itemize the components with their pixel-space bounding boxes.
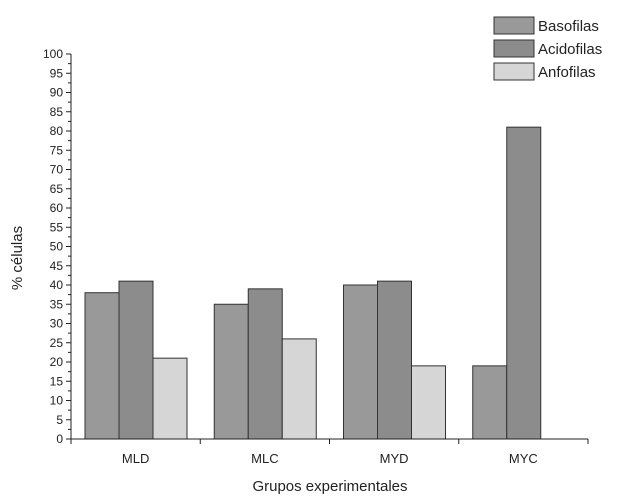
- legend: Basofilas Acidofilas Anfofilas: [493, 16, 602, 81]
- bars-group: [84, 126, 542, 440]
- y-axis: 0 5 10 15 20 25 30 35 40 45 50 55 60 65 70 75 80 85 90 95 10…: [43, 47, 72, 446]
- x-axis: MLD MLC MYD MYC: [70, 438, 589, 466]
- bar-mld-anfofilas: [152, 357, 188, 440]
- y-tick-label: 100: [43, 47, 63, 61]
- y-tick-label: 35: [50, 297, 64, 311]
- bar-myd-acidofilas: [377, 280, 412, 440]
- y-tick-label: 30: [50, 317, 64, 331]
- y-axis-title: % células: [9, 226, 26, 290]
- y-tick-label: 10: [50, 394, 64, 408]
- bar-mlc-anfofilas: [281, 338, 317, 440]
- y-tick-label: 45: [50, 259, 64, 273]
- legend-label-basofilas: Basofilas: [538, 18, 599, 35]
- y-tick-label: 15: [50, 374, 64, 388]
- bar-myd-basofilas: [343, 284, 378, 440]
- y-tick-label: 70: [50, 163, 64, 177]
- x-tick-label-mlc: MLC: [251, 451, 278, 466]
- y-tick-label: 95: [50, 66, 64, 80]
- y-tick-label: 50: [50, 240, 64, 254]
- y-tick-label: 5: [56, 413, 63, 427]
- x-tick-label-myd: MYD: [380, 451, 409, 466]
- legend-swatch-acidofilas: [493, 39, 535, 58]
- bar-mld-acidofilas: [118, 280, 154, 440]
- legend-label-anfofilas: Anfofilas: [538, 64, 596, 81]
- y-tick-label: 60: [50, 201, 64, 215]
- y-tick-label: 75: [50, 143, 64, 157]
- y-tick-label: 80: [50, 124, 64, 138]
- y-tick-label: 55: [50, 220, 64, 234]
- x-tick-label-mld: MLD: [122, 451, 149, 466]
- y-tick-label: 0: [56, 432, 63, 446]
- y-tick-label: 25: [50, 336, 64, 350]
- y-tick-label: 40: [50, 278, 64, 292]
- y-tick-label: 20: [50, 355, 64, 369]
- bar-myc-acidofilas: [506, 126, 542, 440]
- y-tick-label: 85: [50, 105, 64, 119]
- bar-mld-basofilas: [84, 292, 120, 440]
- bar-mlc-basofilas: [213, 303, 249, 440]
- x-axis-title: Grupos experimentales: [252, 478, 407, 495]
- legend-swatch-basofilas: [493, 16, 535, 35]
- y-tick-label: 65: [50, 182, 64, 196]
- y-tick-label: 90: [50, 86, 64, 100]
- legend-label-acidofilas: Acidofilas: [538, 41, 602, 58]
- bar-myd-anfofilas: [411, 365, 446, 440]
- bar-mlc-acidofilas: [247, 288, 283, 440]
- bar-myc-basofilas: [472, 365, 508, 440]
- legend-swatch-anfofilas: [493, 62, 535, 81]
- x-tick-label-myc: MYC: [509, 451, 538, 466]
